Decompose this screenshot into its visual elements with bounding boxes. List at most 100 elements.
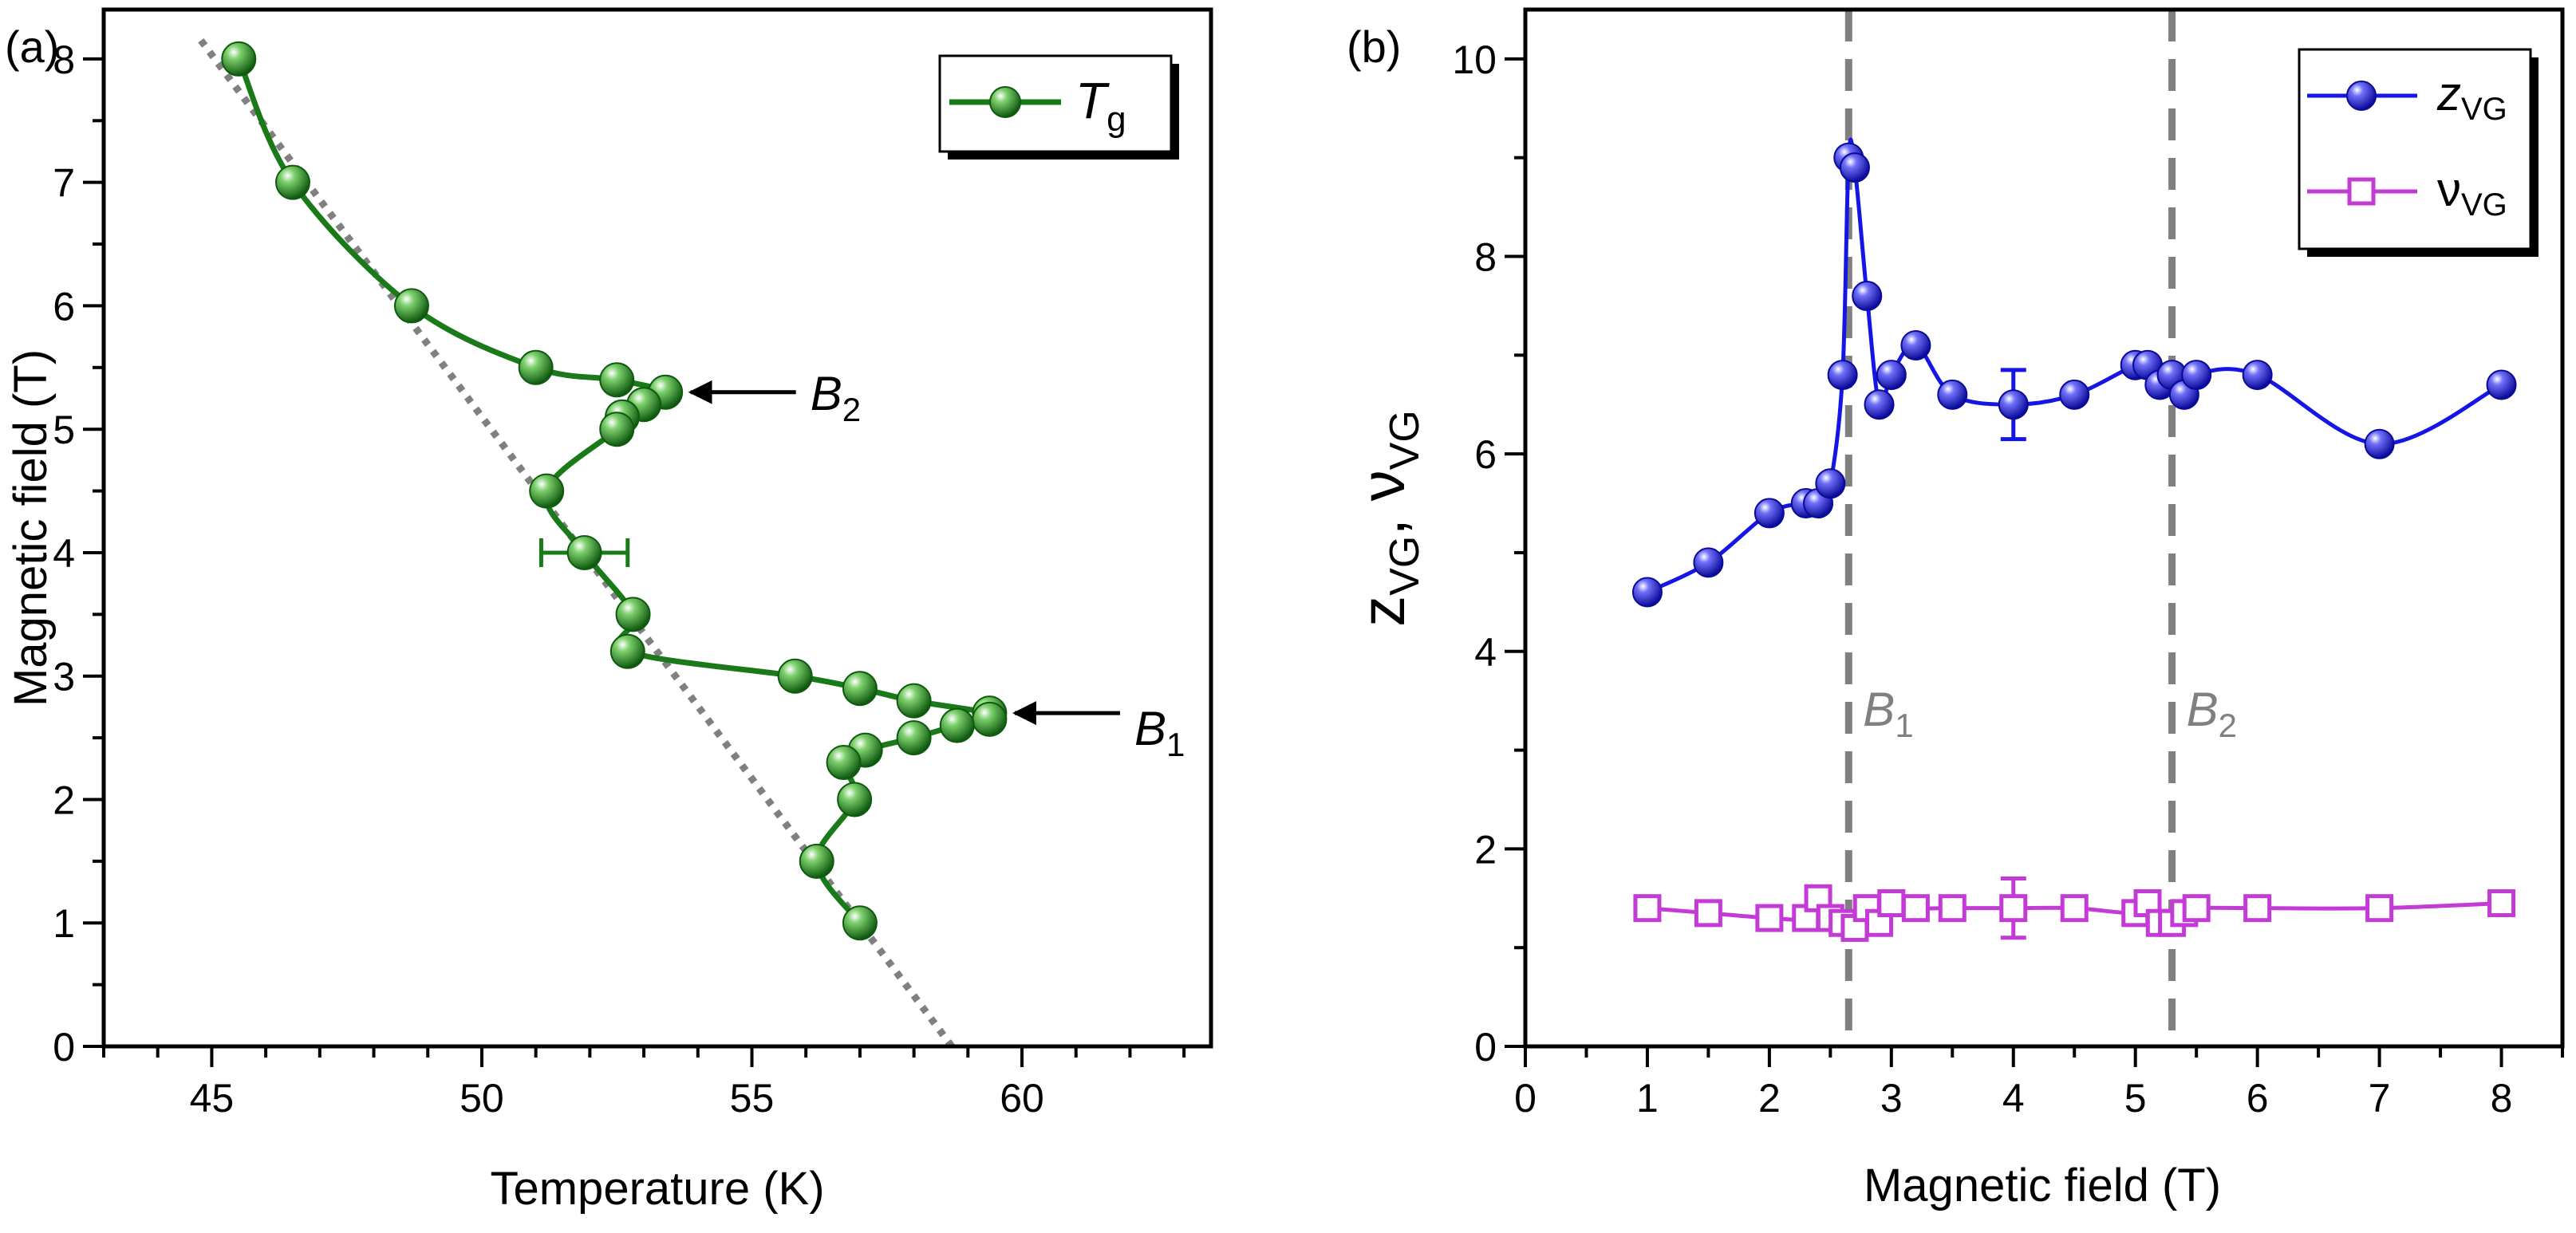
b-nu-point-1: [1694, 899, 1722, 928]
b-legend-nu-label: ν: [2437, 163, 2461, 216]
b-z-point-15: [2059, 379, 2090, 410]
b-x-tick-label-8: 8: [2491, 1076, 2513, 1121]
b-y-tick-label-0: 0: [1474, 1025, 1497, 1070]
b-z-point-2: [1753, 498, 1785, 529]
a-tg-point-0: [221, 41, 257, 77]
b-z-point-21: [2181, 360, 2212, 391]
a-tg-point-14: [842, 671, 878, 707]
b-nu-point-0: [1633, 894, 1662, 923]
b-nu-point-13: [1999, 894, 2028, 923]
b-z-point-22: [2242, 360, 2273, 391]
a-tg-point-10: [566, 534, 602, 570]
b-y-tick-label-10: 10: [1452, 37, 1497, 82]
b-z-points: [1631, 142, 2517, 608]
b-y-tick-label-8: 8: [1474, 235, 1497, 280]
b-y-tick-label-6: 6: [1474, 432, 1497, 477]
a-legend-label: T: [1075, 72, 1110, 129]
a-tg-curve: [236, 57, 1000, 925]
svg-text:B1: B1: [1134, 702, 1185, 763]
a-tg-point-24: [842, 905, 878, 941]
b-nu-point-14: [2060, 894, 2089, 923]
a-x-tick-label-55: 55: [730, 1076, 775, 1121]
a-x-tick-label-50: 50: [460, 1076, 504, 1121]
b-y-ticks: 0 2 4 6 8 10: [1452, 37, 1525, 1070]
b-z-point-14: [1998, 389, 2029, 420]
a-y-tick-label-3: 3: [53, 655, 75, 699]
a-y-axis-label: Magnetic field (T): [5, 349, 57, 707]
b-z-point-9: [1852, 281, 1883, 312]
a-tg-point-1: [274, 164, 310, 200]
b-nu-point-20: [2182, 894, 2211, 923]
a-tg-line: [236, 57, 1000, 925]
b-x-tick-label-2: 2: [1758, 1076, 1781, 1121]
b-error-bars: [2000, 368, 2026, 940]
b-z-point-11: [1876, 360, 1907, 391]
b-legend-nu-marker: [2347, 177, 2376, 206]
a-annotation-b2: B2: [688, 367, 861, 428]
a-annotation-b1-label: B: [1134, 702, 1166, 755]
a-y-tick-label-5: 5: [53, 408, 75, 452]
svg-text:B2: B2: [811, 367, 861, 428]
b-nu-point-23: [2487, 888, 2516, 917]
a-tg-point-13: [777, 658, 813, 694]
b-y-label-nu: , ν: [1347, 470, 1418, 535]
b-x-tick-label-6: 6: [2247, 1076, 2269, 1121]
b-z-point-13: [1937, 379, 1968, 410]
a-tg-points: [221, 41, 1008, 941]
a-x-axis-label: Temperature (K): [490, 1163, 824, 1215]
b-y-label-nu-sub: VG: [1382, 410, 1428, 470]
b-x-tick-label-3: 3: [1880, 1076, 1903, 1121]
a-tg-point-21: [826, 745, 862, 781]
b-nu-point-22: [2365, 894, 2394, 923]
b-x-tick-label-5: 5: [2124, 1076, 2147, 1121]
b-y-label-z-sub: VG: [1382, 536, 1428, 596]
a-legend: Tg: [938, 54, 1179, 160]
b-y-axis-label: zVG, νVG: [1347, 410, 1428, 627]
b-z-point-8: [1839, 152, 1870, 183]
panel-b-label: (b): [1347, 22, 1401, 72]
a-plot-frame: [101, 7, 1213, 1049]
b-z-point-24: [2486, 369, 2517, 400]
b-x-tick-label-0: 0: [1514, 1076, 1537, 1121]
a-tg-point-9: [529, 473, 565, 509]
b-y-label-z: z: [1347, 596, 1418, 627]
b-x-axis-label: Magnetic field (T): [1864, 1160, 2221, 1211]
b-series-curves: [1646, 137, 2503, 931]
a-x-tick-label-45: 45: [190, 1076, 235, 1121]
a-tg-point-19: [896, 720, 932, 756]
b-nu-point-21: [2243, 894, 2272, 923]
a-tg-point-3: [518, 349, 554, 385]
a-tg-point-12: [609, 633, 645, 669]
a-legend-marker: [989, 86, 1021, 118]
a-y-tick-label-1: 1: [53, 901, 75, 946]
b-z-point-1: [1693, 547, 1724, 578]
svg-text:Tg: Tg: [1075, 72, 1126, 139]
b-y-tick-label-4: 4: [1474, 630, 1497, 675]
b-x-tick-label-1: 1: [1636, 1076, 1659, 1121]
svg-text:zVG: zVG: [2436, 67, 2507, 127]
a-tg-point-8: [599, 412, 635, 447]
a-legend-label-sub: g: [1107, 100, 1126, 139]
a-y-tick-label-0: 0: [53, 1025, 75, 1070]
a-tg-point-2: [393, 288, 429, 324]
svg-text:νVG: νVG: [2437, 163, 2507, 223]
a-y-tick-label-4: 4: [53, 531, 75, 576]
a-tg-point-4: [599, 362, 635, 398]
a-y-tick-label-6: 6: [53, 284, 75, 329]
b-legend-z-label: z: [2436, 67, 2461, 120]
b-nu-point-11: [1901, 894, 1930, 923]
b-z-point-10: [1864, 389, 1895, 420]
b-legend-z-sub: VG: [2461, 92, 2507, 127]
b-vline-b2-label: B2: [2187, 683, 2237, 744]
b-legend: zVG νVG: [2298, 48, 2539, 257]
b-vline-b1-label: B1: [1863, 683, 1913, 744]
a-tg-point-17: [972, 701, 1008, 737]
panel-a-label: (a): [5, 22, 59, 72]
a-tg-point-22: [837, 782, 873, 817]
a-annotation-b1: B1: [1012, 701, 1185, 763]
b-x-tick-label-7: 7: [2369, 1076, 2391, 1121]
a-tg-point-15: [896, 683, 932, 719]
